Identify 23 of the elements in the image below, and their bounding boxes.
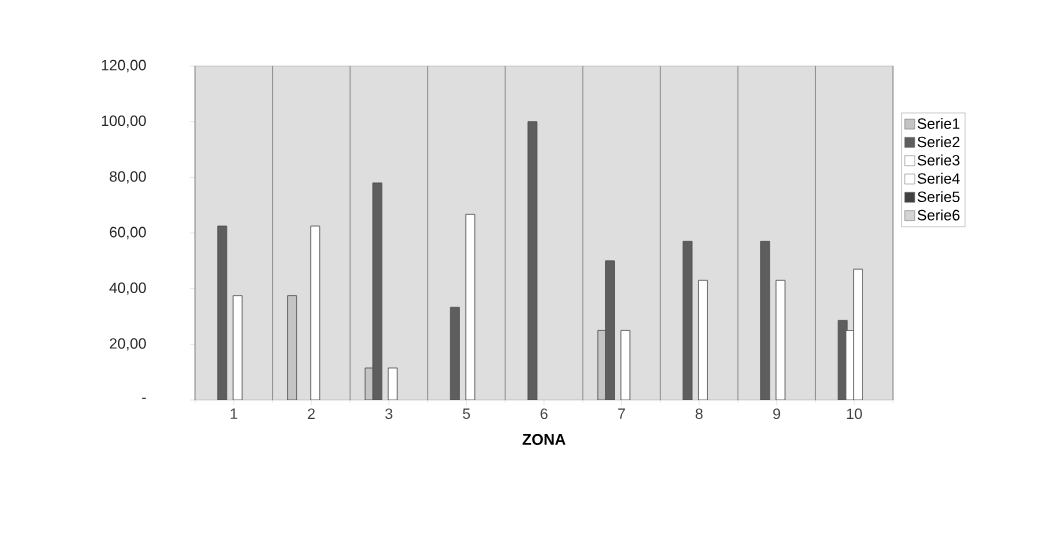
y-tick-label: 80,00 xyxy=(109,171,146,184)
legend-label: Serie1 xyxy=(917,117,960,129)
legend-label: Serie4 xyxy=(917,172,960,184)
x-tick-label: 10 xyxy=(847,408,862,420)
x-tick-label: 5 xyxy=(462,408,470,419)
legend-label: Serie2 xyxy=(917,136,960,148)
y-tick-label: 60,00 xyxy=(109,226,146,240)
x-tick-label: 8 xyxy=(695,408,703,420)
x-tick-label: 9 xyxy=(773,408,781,420)
x-tick-label: 1 xyxy=(230,408,238,419)
x-tick-label: 3 xyxy=(385,408,393,420)
legend-label: Serie5 xyxy=(917,191,960,203)
x-axis-title: ZONA xyxy=(522,433,566,445)
x-tick-label: 6 xyxy=(540,408,548,420)
y-tick-label: 120,00 xyxy=(101,59,146,73)
x-tick-label: 7 xyxy=(618,408,625,419)
y-tick-label: 40,00 xyxy=(109,282,146,295)
y-tick-label: 100,00 xyxy=(101,115,146,128)
y-tick-label: - xyxy=(142,397,146,399)
x-tick-label: 2 xyxy=(307,408,315,419)
y-tick-label: 20,00 xyxy=(109,338,146,351)
legend-label: Serie6 xyxy=(917,209,960,221)
legend-label: Serie3 xyxy=(917,154,960,166)
